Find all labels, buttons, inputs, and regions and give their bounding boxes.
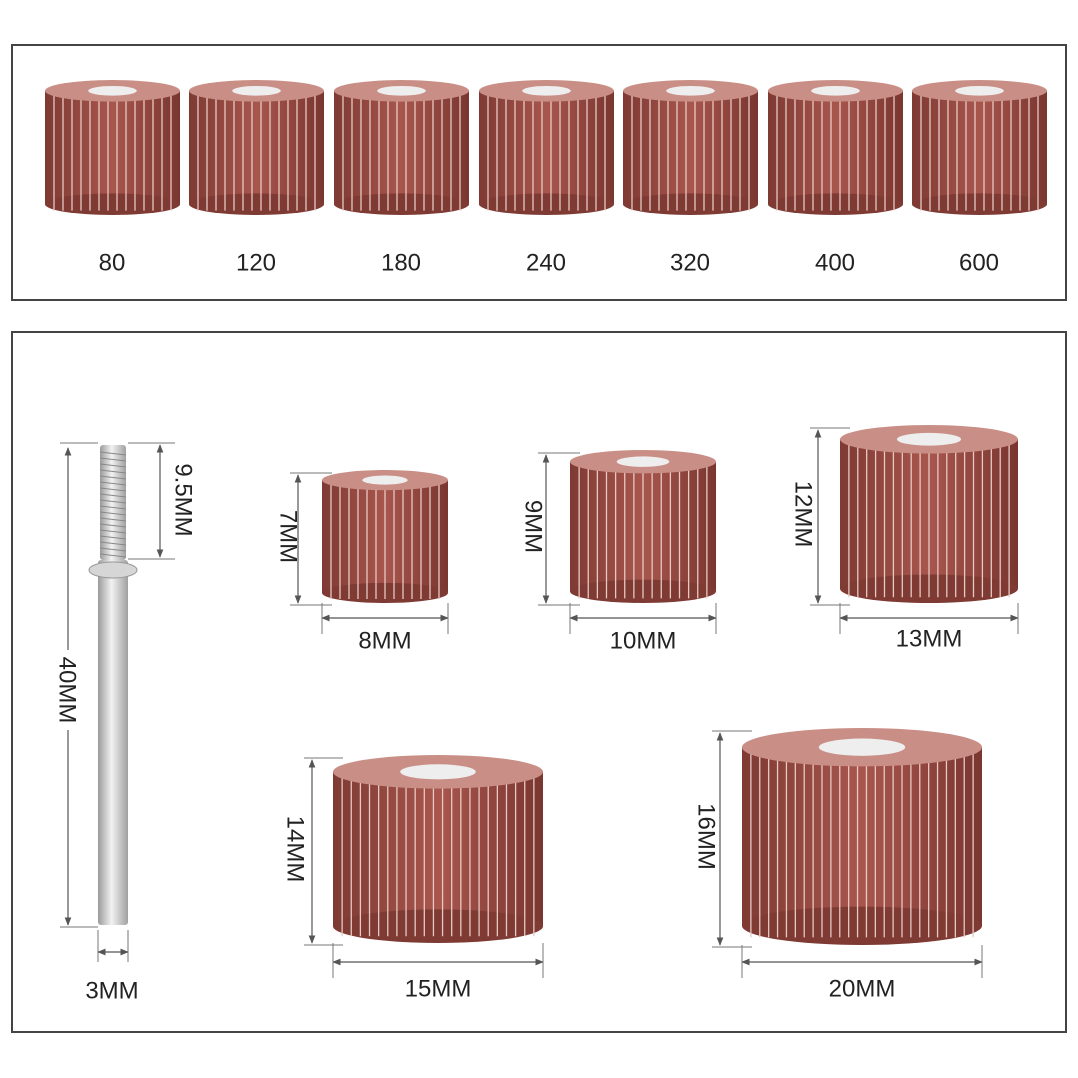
flap-wheel-hole (88, 85, 137, 96)
label-bg (55, 650, 81, 730)
flap-lines (342, 90, 461, 211)
grit-label: 240 (526, 249, 566, 276)
height-label: 7MM (275, 510, 302, 563)
flap-wheel-hole (377, 85, 426, 96)
flap-wheel-bottom (912, 193, 1047, 215)
flap-lines (197, 90, 316, 211)
height-label: 14MM (282, 816, 309, 883)
thread-lines (99, 451, 127, 558)
drawing-layer: 80 120 180 240 320 400 600 9.5MM 40MM 3MM 7MM 8MM 9M… (45, 80, 1047, 1004)
flap-wheel-hole (616, 456, 670, 467)
flap-wheel-hole (400, 764, 476, 780)
grit-panel (11, 44, 1067, 301)
flap-wheel-bottom (189, 193, 324, 215)
height-label: 12MM (790, 481, 817, 548)
width-label: 13MM (896, 625, 963, 652)
width-label: 15MM (405, 975, 472, 1002)
flap-wheel-bottom (768, 193, 903, 215)
width-label: 8MM (358, 627, 411, 654)
grit-label: 320 (670, 249, 710, 276)
flap-wheel-hole (896, 432, 962, 446)
flap-lines (487, 90, 606, 211)
flap-lines (776, 90, 895, 211)
flap-lines (578, 461, 708, 599)
flap-wheel-bottom (334, 193, 469, 215)
flap-wheel-body (334, 90, 469, 205)
flap-wheel-hole (818, 738, 906, 756)
grit-label: 600 (959, 249, 999, 276)
flap-wheel-body (742, 747, 982, 926)
grit-label: 80 (99, 249, 126, 276)
flap-wheel-hole (811, 85, 860, 96)
flap-wheel-body (189, 90, 324, 205)
height-label: 9MM (520, 500, 547, 553)
flap-wheel-body (623, 90, 758, 205)
flap-lines (920, 90, 1039, 211)
size-panel (11, 331, 1067, 1033)
flap-wheel-body (333, 771, 543, 927)
height-label: 16MM (693, 803, 720, 870)
flap-wheel-bottom (479, 193, 614, 215)
flap-wheel-bottom (333, 909, 543, 943)
flap-wheel-hole (955, 85, 1004, 96)
grit-label: 180 (381, 249, 421, 276)
flap-wheel-body (45, 90, 180, 205)
mandrel-shaft (98, 560, 128, 925)
grit-label: 120 (236, 249, 276, 276)
flap-lines (53, 90, 172, 211)
flap-wheel-body (768, 90, 903, 205)
flap-wheel-hole (522, 85, 571, 96)
flap-lines (330, 480, 440, 599)
width-label: 10MM (610, 627, 677, 654)
flap-lines (750, 747, 974, 938)
flap-wheel-body (479, 90, 614, 205)
flap-wheel-hole (666, 85, 715, 96)
grit-label: 400 (815, 249, 855, 276)
flap-wheel-bottom (623, 193, 758, 215)
flap-wheel-body (912, 90, 1047, 205)
flap-wheel-hole (362, 475, 408, 485)
flap-wheel-hole (232, 85, 281, 96)
mandrel-length-label: 40MM (54, 657, 81, 724)
mandrel-diameter-label: 3MM (85, 977, 138, 1004)
mandrel-thread-label: 9.5MM (170, 463, 197, 536)
mandrel-flange (88, 561, 138, 579)
flap-lines (341, 771, 535, 937)
width-label: 20MM (829, 975, 896, 1002)
flap-wheel-bottom (742, 906, 982, 945)
flap-wheel-bottom (45, 193, 180, 215)
flap-lines (631, 90, 750, 211)
flap-lines (848, 439, 1010, 598)
